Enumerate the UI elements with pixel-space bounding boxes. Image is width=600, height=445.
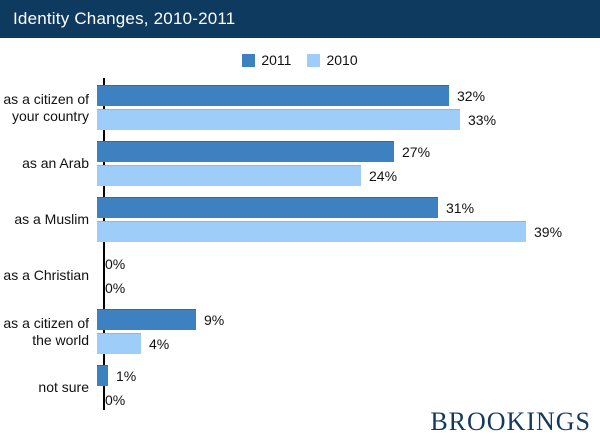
legend-label: 2011: [261, 52, 292, 68]
category-label: as a Christian: [3, 267, 89, 284]
bar-line-2011: 0%: [97, 253, 600, 274]
category-group: as an Arab 27% 24%: [0, 141, 600, 186]
bar-2010: [97, 109, 460, 130]
category-bars: 1% 0%: [0, 365, 600, 410]
value-label: 1%: [116, 367, 137, 384]
bar-2011: [97, 85, 449, 106]
value-label: 0%: [105, 255, 126, 272]
bar-2010: [97, 221, 526, 242]
bar-line-2010: 33%: [97, 109, 600, 130]
value-label: 27%: [402, 143, 431, 160]
category-label: as a citizen of the world: [3, 314, 89, 348]
bar-2011: [97, 365, 108, 386]
legend-label: 2010: [326, 52, 358, 68]
value-label: 24%: [369, 167, 398, 184]
value-label: 32%: [457, 87, 486, 104]
bar-line-2011: 9%: [97, 309, 600, 330]
bar-line-2011: 27%: [97, 141, 600, 162]
bar-2011: [97, 141, 394, 162]
value-label: 0%: [105, 391, 126, 408]
bar-2011: [97, 197, 438, 218]
y-axis-line: [103, 78, 105, 410]
category-label: as a citizen of your country: [3, 90, 89, 124]
category-group: as a citizen of the world 9% 4%: [0, 309, 600, 354]
bar-line-2011: 32%: [97, 85, 600, 106]
value-label: 33%: [468, 111, 497, 128]
category-bars: 0% 0%: [0, 253, 600, 298]
bar-line-2010: 24%: [97, 165, 600, 186]
category-group: as a citizen of your country 32% 33%: [0, 85, 600, 130]
category-bars: 32% 33%: [0, 85, 600, 130]
title-bar: Identity Changes, 2010-2011: [0, 0, 600, 38]
legend-item-2011: 2011: [242, 52, 291, 68]
chart-title: Identity Changes, 2010-2011: [13, 9, 236, 28]
brookings-logo: BROOKINGS: [430, 407, 591, 436]
bar-2011: [97, 309, 196, 330]
bar-2010: [97, 165, 361, 186]
value-label: 39%: [534, 223, 563, 240]
legend: 2011 2010: [0, 52, 600, 68]
category-group: as a Christian 0% 0%: [0, 253, 600, 298]
value-label: 0%: [105, 279, 126, 296]
bar-chart: as a citizen of your country 32% 33% as an …: [0, 78, 600, 410]
legend-swatch-icon: [242, 53, 256, 67]
bar-line-2010: 39%: [97, 221, 600, 242]
category-label: as an Arab: [22, 155, 89, 172]
category-bars: 27% 24%: [0, 141, 600, 186]
bar-line-2010: 4%: [97, 333, 600, 354]
legend-swatch-icon: [307, 53, 321, 67]
bar-line-2010: 0%: [97, 277, 600, 298]
bar-line-2011: 1%: [97, 365, 600, 386]
category-label: not sure: [38, 379, 89, 396]
bar-line-2011: 31%: [97, 197, 600, 218]
bar-2010: [97, 333, 141, 354]
value-label: 4%: [149, 335, 170, 352]
category-bars: 9% 4%: [0, 309, 600, 354]
legend-item-2010: 2010: [307, 52, 358, 68]
category-label: as a Muslim: [14, 211, 89, 228]
category-bars: 31% 39%: [0, 197, 600, 242]
category-group: as a Muslim 31% 39%: [0, 197, 600, 242]
value-label: 31%: [446, 199, 475, 216]
plot-rows: as a citizen of your country 32% 33% as an …: [0, 85, 600, 410]
bar-line-2010: 0%: [97, 389, 600, 410]
value-label: 9%: [204, 311, 225, 328]
category-group: not sure 1% 0%: [0, 365, 600, 410]
